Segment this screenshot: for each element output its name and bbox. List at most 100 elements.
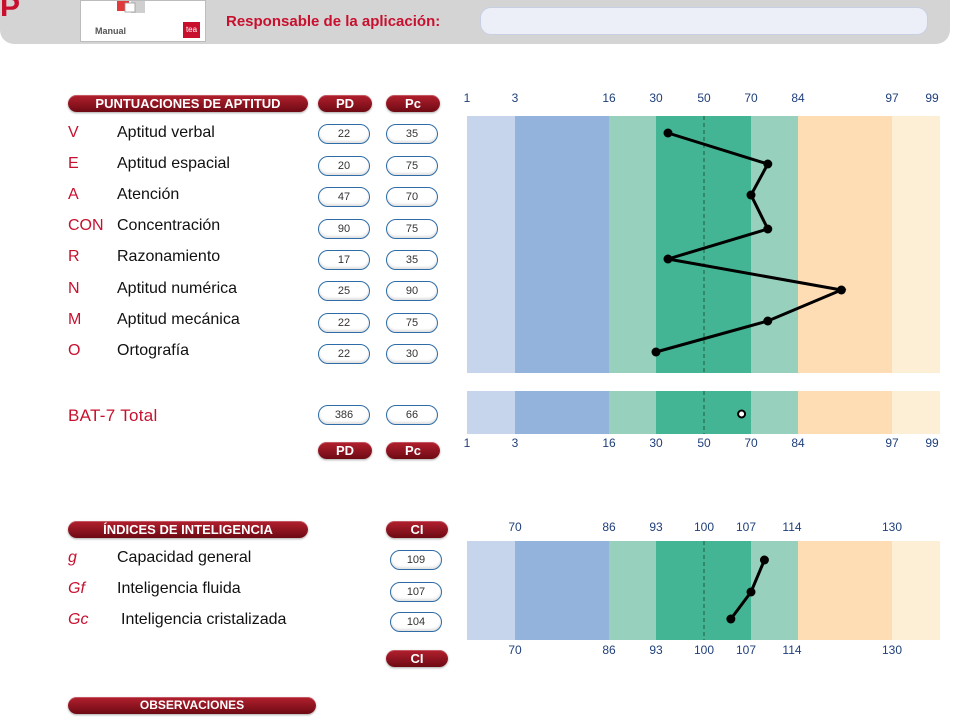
band-rect <box>892 541 940 640</box>
intelligence-code: Gf <box>68 580 85 597</box>
pd-value-box[interactable]: 90 <box>318 219 370 239</box>
observations-section-title: OBSERVACIONES <box>68 697 316 714</box>
pd-total-box[interactable]: 386 <box>318 405 370 425</box>
intelligence-name: Inteligencia fluida <box>117 580 241 597</box>
pd-header: PD <box>318 95 372 112</box>
tick-label: 86 <box>602 643 616 657</box>
pd-value-box[interactable]: 22 <box>318 124 370 144</box>
aptitude-name: Ortografía <box>117 342 190 359</box>
ci-value-box[interactable]: 107 <box>390 582 442 602</box>
aptitude-name: Aptitud numérica <box>117 280 238 297</box>
band-rect <box>892 116 940 373</box>
intelligence-code: g <box>68 549 77 566</box>
tick-label: 130 <box>882 520 902 534</box>
tick-label: 70 <box>744 436 758 450</box>
aptitude-code: M <box>68 311 82 328</box>
data-point <box>763 159 773 169</box>
tick-label: 130 <box>882 643 902 657</box>
tick-label: 1 <box>464 436 471 450</box>
band-rect <box>467 541 515 640</box>
band-rect <box>751 116 798 373</box>
tick-label: 30 <box>649 436 663 450</box>
band-rect <box>751 541 798 640</box>
band-rect <box>609 541 656 640</box>
data-point <box>759 555 769 565</box>
tick-label: 3 <box>512 91 519 105</box>
aptitude-name: Aptitud espacial <box>117 155 230 172</box>
tick-label: 70 <box>508 520 522 534</box>
tea-logo: tea <box>183 22 200 38</box>
data-point <box>746 190 756 200</box>
aptitude-name: Razonamiento <box>117 248 221 265</box>
tick-label: 100 <box>694 643 714 657</box>
pc-value-box[interactable]: 30 <box>386 344 438 364</box>
aptitude-code: N <box>68 280 80 297</box>
tick-label: 99 <box>925 436 939 450</box>
pd-value-box[interactable]: 20 <box>318 156 370 176</box>
tick-label: 100 <box>694 520 714 534</box>
tick-label: 93 <box>649 643 663 657</box>
aptitude-name: Concentración <box>117 217 221 234</box>
pc-value-box[interactable]: 75 <box>386 156 438 176</box>
brand-letter: P <box>0 0 20 16</box>
aptitude-name: Aptitud mecánica <box>117 311 240 328</box>
pd-value-box[interactable]: 25 <box>318 281 370 301</box>
tick-label: 16 <box>602 436 616 450</box>
series-line <box>655 131 847 354</box>
pc-value-box[interactable]: 70 <box>386 187 438 207</box>
pd-value-box[interactable]: 22 <box>318 313 370 333</box>
product-boxes-icon <box>117 1 145 13</box>
tick-label: 1 <box>464 91 471 105</box>
pd-value-box[interactable]: 22 <box>318 344 370 364</box>
ci-header: CI <box>386 521 448 538</box>
pd-value-box[interactable]: 17 <box>318 250 370 270</box>
ci-value-box[interactable]: 109 <box>390 550 442 570</box>
ci-footer: CI <box>386 650 448 667</box>
data-point <box>663 254 673 264</box>
band-rect <box>751 391 798 434</box>
bat7-total-label: BAT-7 Total <box>68 406 158 425</box>
data-point <box>746 587 756 597</box>
manual-label: Manual <box>95 26 127 36</box>
aptitude-code: CON <box>68 217 104 234</box>
data-point <box>836 285 846 295</box>
band-rect <box>515 116 609 373</box>
tick-label: 114 <box>782 643 801 657</box>
pd-footer: PD <box>318 442 372 459</box>
tick-label: 30 <box>649 91 663 105</box>
intelligence-name: Capacidad general <box>117 549 252 566</box>
responsible-input[interactable] <box>480 7 928 35</box>
band-rect <box>798 116 892 373</box>
band-rect <box>515 541 609 640</box>
band-rect <box>467 391 515 434</box>
band-rect <box>798 541 892 640</box>
pc-value-box[interactable]: 75 <box>386 219 438 239</box>
tick-label: 107 <box>736 643 756 657</box>
pc-total-box[interactable]: 66 <box>386 405 438 425</box>
responsible-label: Responsable de la aplicación: <box>226 13 441 30</box>
pd-value-box[interactable]: 47 <box>318 187 370 207</box>
tick-label: 70 <box>744 91 758 105</box>
tick-label: 114 <box>782 520 801 534</box>
pc-value-box[interactable]: 35 <box>386 124 438 144</box>
pc-value-box[interactable]: 90 <box>386 281 438 301</box>
aptitude-name: Atención <box>117 186 180 203</box>
aptitude-name: Aptitud verbal <box>117 124 215 141</box>
tick-label: 84 <box>791 91 805 105</box>
tick-label: 50 <box>697 436 711 450</box>
data-point <box>737 409 747 419</box>
intelligence-section-title: ÍNDICES DE INTELIGENCIA <box>68 521 308 538</box>
data-point <box>651 347 661 357</box>
pc-value-box[interactable]: 35 <box>386 250 438 270</box>
pc-header: Pc <box>386 95 440 112</box>
band-rect <box>515 391 609 434</box>
pc-value-box[interactable]: 75 <box>386 313 438 333</box>
band-rect <box>798 391 892 434</box>
aptitude-code: V <box>68 124 79 141</box>
tick-label: 99 <box>925 91 939 105</box>
intelligence-name: Inteligencia cristalizada <box>121 611 287 628</box>
data-point <box>763 316 773 326</box>
ci-value-box[interactable]: 104 <box>390 612 442 632</box>
band-rect <box>609 391 656 434</box>
